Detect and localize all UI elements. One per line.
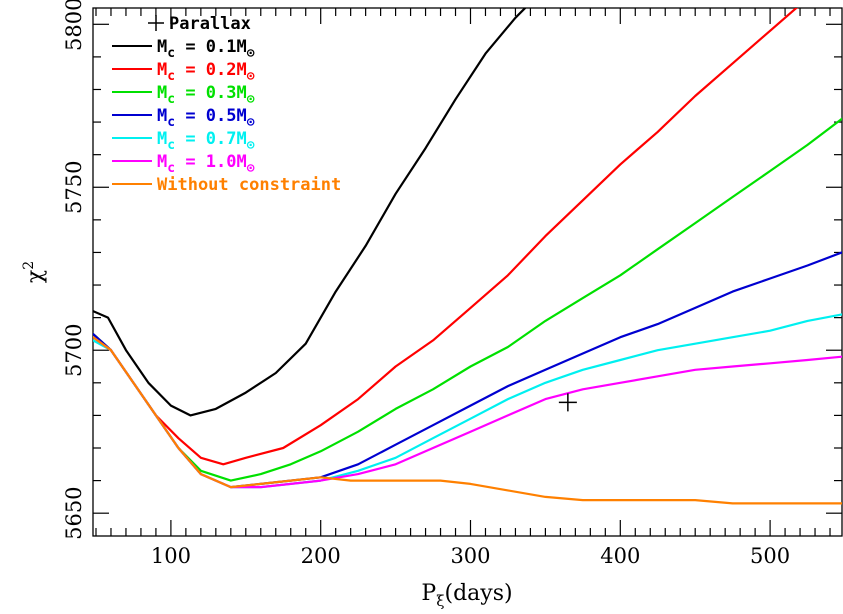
legend-label-rest: = 0.1M <box>175 37 247 57</box>
legend-label-rest: = 0.2M <box>175 60 247 80</box>
legend-label-sun: ⊙ <box>247 46 255 61</box>
x-tick-label: 200 <box>301 544 341 568</box>
legend-label-main: M <box>157 83 167 103</box>
axis-ticks <box>93 8 842 536</box>
x-axis-title-main: P <box>421 581 436 606</box>
legend-label-parallax: Parallax <box>169 14 251 34</box>
legend-label-4: Mc = 0.5M⊙ <box>157 106 255 130</box>
legend-label-7: Without constraint <box>157 175 341 195</box>
legend-label-sub: c <box>167 46 175 61</box>
legend-label-rest: = 1.0M <box>175 152 247 172</box>
legend-label-sun: ⊙ <box>247 92 255 107</box>
y-axis-title-sup: 2 <box>21 261 37 270</box>
legend-label-rest: = 0.7M <box>175 129 247 149</box>
x-tick-label: 100 <box>151 544 191 568</box>
data-markers <box>558 393 577 412</box>
legend-label-main: Without constraint <box>157 175 341 195</box>
legend-label-main: M <box>157 152 167 172</box>
legend-label-main: M <box>157 60 167 80</box>
y-tick-label: 5750 <box>62 161 86 214</box>
legend-label-sub: c <box>167 161 175 176</box>
series-line-7 <box>93 336 842 505</box>
legend-label-rest: = 0.3M <box>175 83 247 103</box>
legend-label-sun: ⊙ <box>247 138 255 153</box>
legend-label-3: Mc = 0.3M⊙ <box>157 83 255 107</box>
y-axis-title: χ2 <box>21 261 48 283</box>
series-line-2 <box>93 8 798 466</box>
legend-label-main: M <box>157 129 167 149</box>
x-axis-title: Pξ(days) <box>421 581 512 610</box>
x-tick-label: 500 <box>750 544 790 568</box>
y-tick-label: 5700 <box>62 323 86 376</box>
legend-label-sub: c <box>167 115 175 130</box>
legend-label-main: M <box>157 106 167 126</box>
axis-tick-labels: 100 200 300 400 500 5650 5700 5750 5800 <box>62 0 790 568</box>
data-series <box>93 8 842 505</box>
plot-frame <box>92 7 843 537</box>
x-axis-title-sub: ξ <box>436 592 444 610</box>
legend-label-sub: c <box>167 69 175 84</box>
series-line-1 <box>93 8 527 417</box>
x-tick-label: 300 <box>450 544 490 568</box>
x-axis-title-unit: (days) <box>444 581 512 606</box>
legend-label-sun: ⊙ <box>247 115 255 130</box>
legend-label-sun: ⊙ <box>247 161 255 176</box>
y-tick-label: 5650 <box>62 486 86 539</box>
y-tick-label: 5800 <box>62 0 86 51</box>
legend-label-6: Mc = 1.0M⊙ <box>157 152 255 176</box>
legend-label-5: Mc = 0.7M⊙ <box>157 129 255 153</box>
series-line-3 <box>93 117 842 482</box>
x-tick-label: 400 <box>600 544 640 568</box>
legend-label-main: M <box>157 37 167 57</box>
y-axis-title-main: χ <box>23 270 48 283</box>
series-line-5 <box>93 313 842 489</box>
legend-label-sun: ⊙ <box>247 69 255 84</box>
legend-label-rest: = 0.5M <box>175 106 247 126</box>
legend-label-sub: c <box>167 92 175 107</box>
series-line-4 <box>93 251 842 489</box>
legend-label-sub: c <box>167 138 175 153</box>
legend-label-2: Mc = 0.2M⊙ <box>157 60 255 84</box>
legend-label-1: Mc = 0.1M⊙ <box>157 37 255 61</box>
